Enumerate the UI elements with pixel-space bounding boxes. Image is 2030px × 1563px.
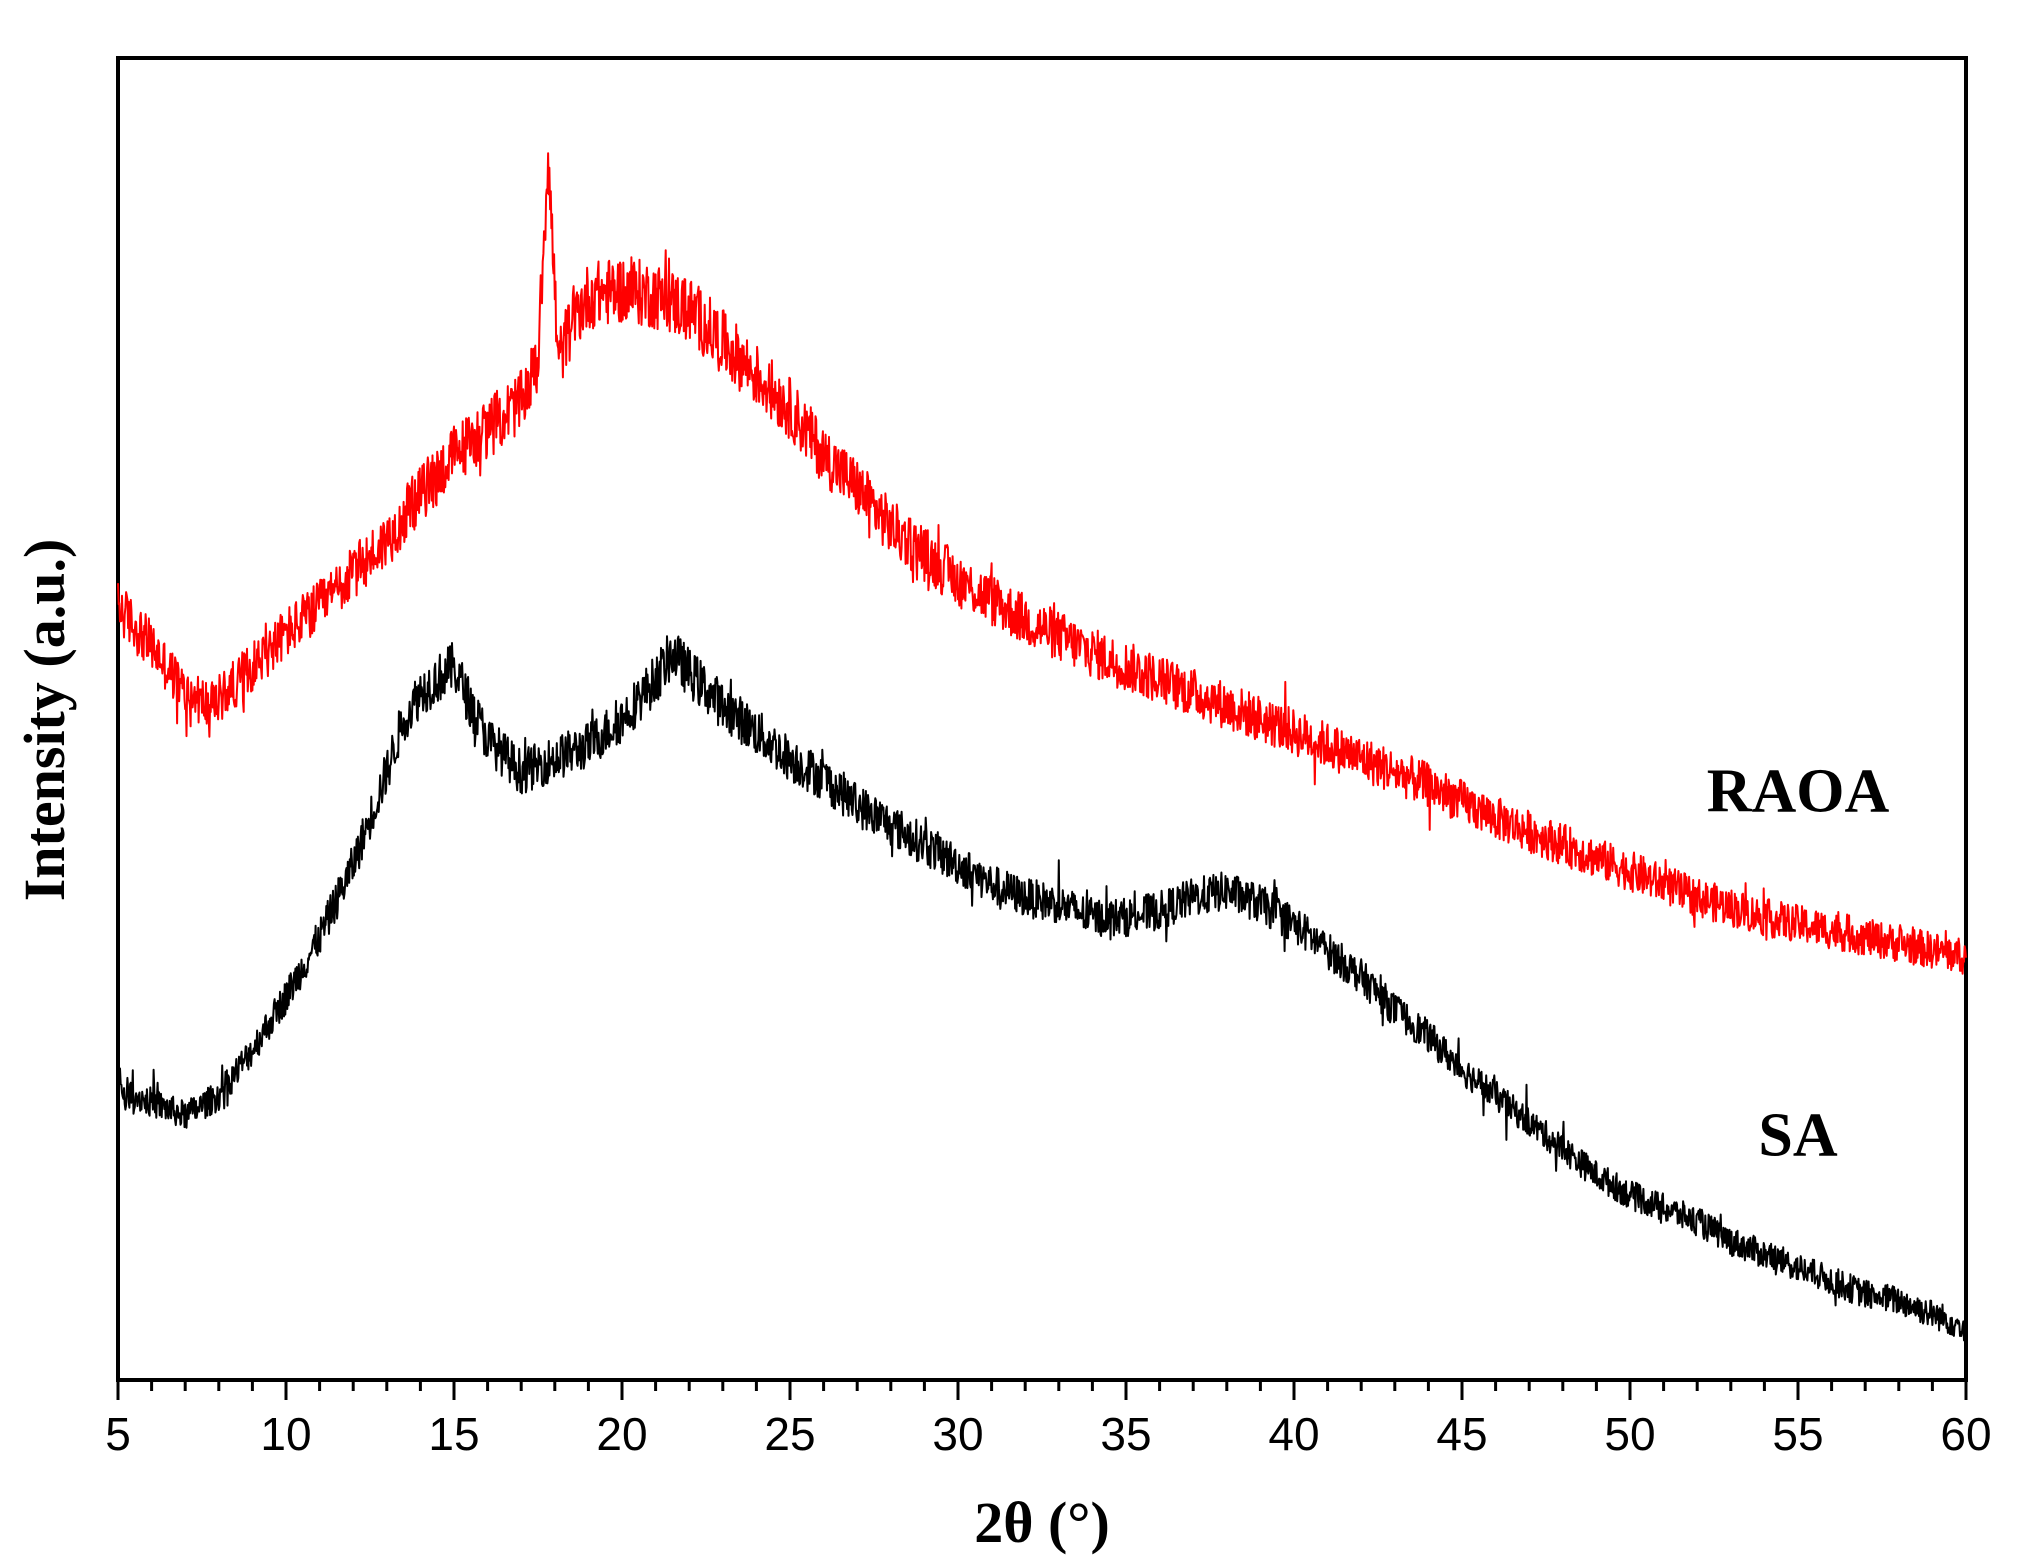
x-tick-label: 35 — [1100, 1408, 1151, 1460]
x-tick-label: 25 — [764, 1408, 815, 1460]
x-tick-label: 45 — [1436, 1408, 1487, 1460]
series-layer — [117, 152, 1967, 1342]
series-line-sa — [117, 635, 1967, 1342]
plot-border — [116, 56, 1968, 1382]
x-tick-label: 40 — [1268, 1408, 1319, 1460]
x-tick-label: 30 — [932, 1408, 983, 1460]
x-axis-title: 2θ (°) — [974, 1490, 1110, 1555]
x-tick-label: 20 — [596, 1408, 647, 1460]
plot-frame — [116, 56, 1968, 1382]
x-axis-ticks — [116, 1380, 1968, 1400]
x-tick-label: 55 — [1772, 1408, 1823, 1460]
x-tick-label: 5 — [105, 1408, 131, 1460]
x-tick-label: 50 — [1604, 1408, 1655, 1460]
series-labels: RAOA SA — [1707, 758, 1890, 1170]
y-axis-title: Intensity (a.u.) — [12, 539, 77, 902]
x-tick-label: 60 — [1940, 1408, 1991, 1460]
x-tick-label: 15 — [428, 1408, 479, 1460]
series-label-raoa: RAOA — [1707, 758, 1890, 826]
series-label-sa: SA — [1758, 1101, 1837, 1169]
x-axis-tick-labels: 5 10 15 20 25 30 35 40 45 50 55 60 — [105, 1408, 1991, 1460]
x-tick-label: 10 — [260, 1408, 311, 1460]
series-line-raoa — [117, 152, 1967, 975]
